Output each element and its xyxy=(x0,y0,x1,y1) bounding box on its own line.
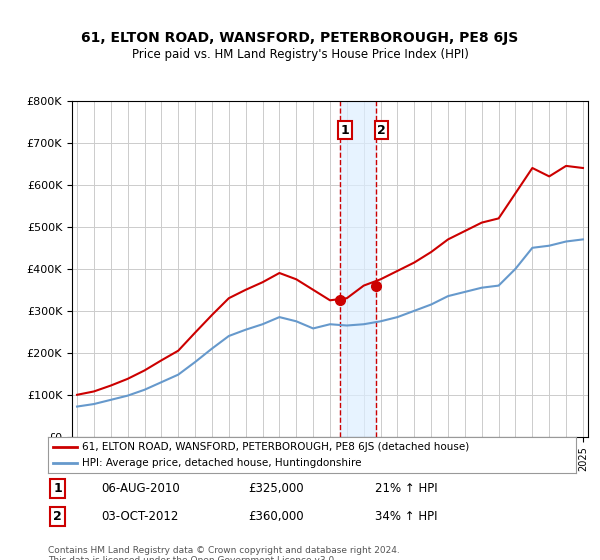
Text: 61, ELTON ROAD, WANSFORD, PETERBOROUGH, PE8 6JS: 61, ELTON ROAD, WANSFORD, PETERBOROUGH, … xyxy=(82,31,518,45)
Text: 2: 2 xyxy=(53,510,62,523)
Text: HPI: Average price, detached house, Huntingdonshire: HPI: Average price, detached house, Hunt… xyxy=(82,458,362,468)
Text: 2: 2 xyxy=(377,124,386,137)
Bar xyxy=(340,101,376,437)
Text: 61, ELTON ROAD, WANSFORD, PETERBOROUGH, PE8 6JS (detached house): 61, ELTON ROAD, WANSFORD, PETERBOROUGH, … xyxy=(82,442,470,452)
Text: 34% ↑ HPI: 34% ↑ HPI xyxy=(376,510,438,523)
Text: £360,000: £360,000 xyxy=(248,510,304,523)
Text: 1: 1 xyxy=(53,482,62,495)
Text: Contains HM Land Registry data © Crown copyright and database right 2024.
This d: Contains HM Land Registry data © Crown c… xyxy=(48,546,400,560)
Text: 1: 1 xyxy=(341,124,349,137)
Text: 03-OCT-2012: 03-OCT-2012 xyxy=(101,510,178,523)
Text: £325,000: £325,000 xyxy=(248,482,304,495)
Text: 06-AUG-2010: 06-AUG-2010 xyxy=(101,482,179,495)
Text: 21% ↑ HPI: 21% ↑ HPI xyxy=(376,482,438,495)
Text: Price paid vs. HM Land Registry's House Price Index (HPI): Price paid vs. HM Land Registry's House … xyxy=(131,48,469,60)
